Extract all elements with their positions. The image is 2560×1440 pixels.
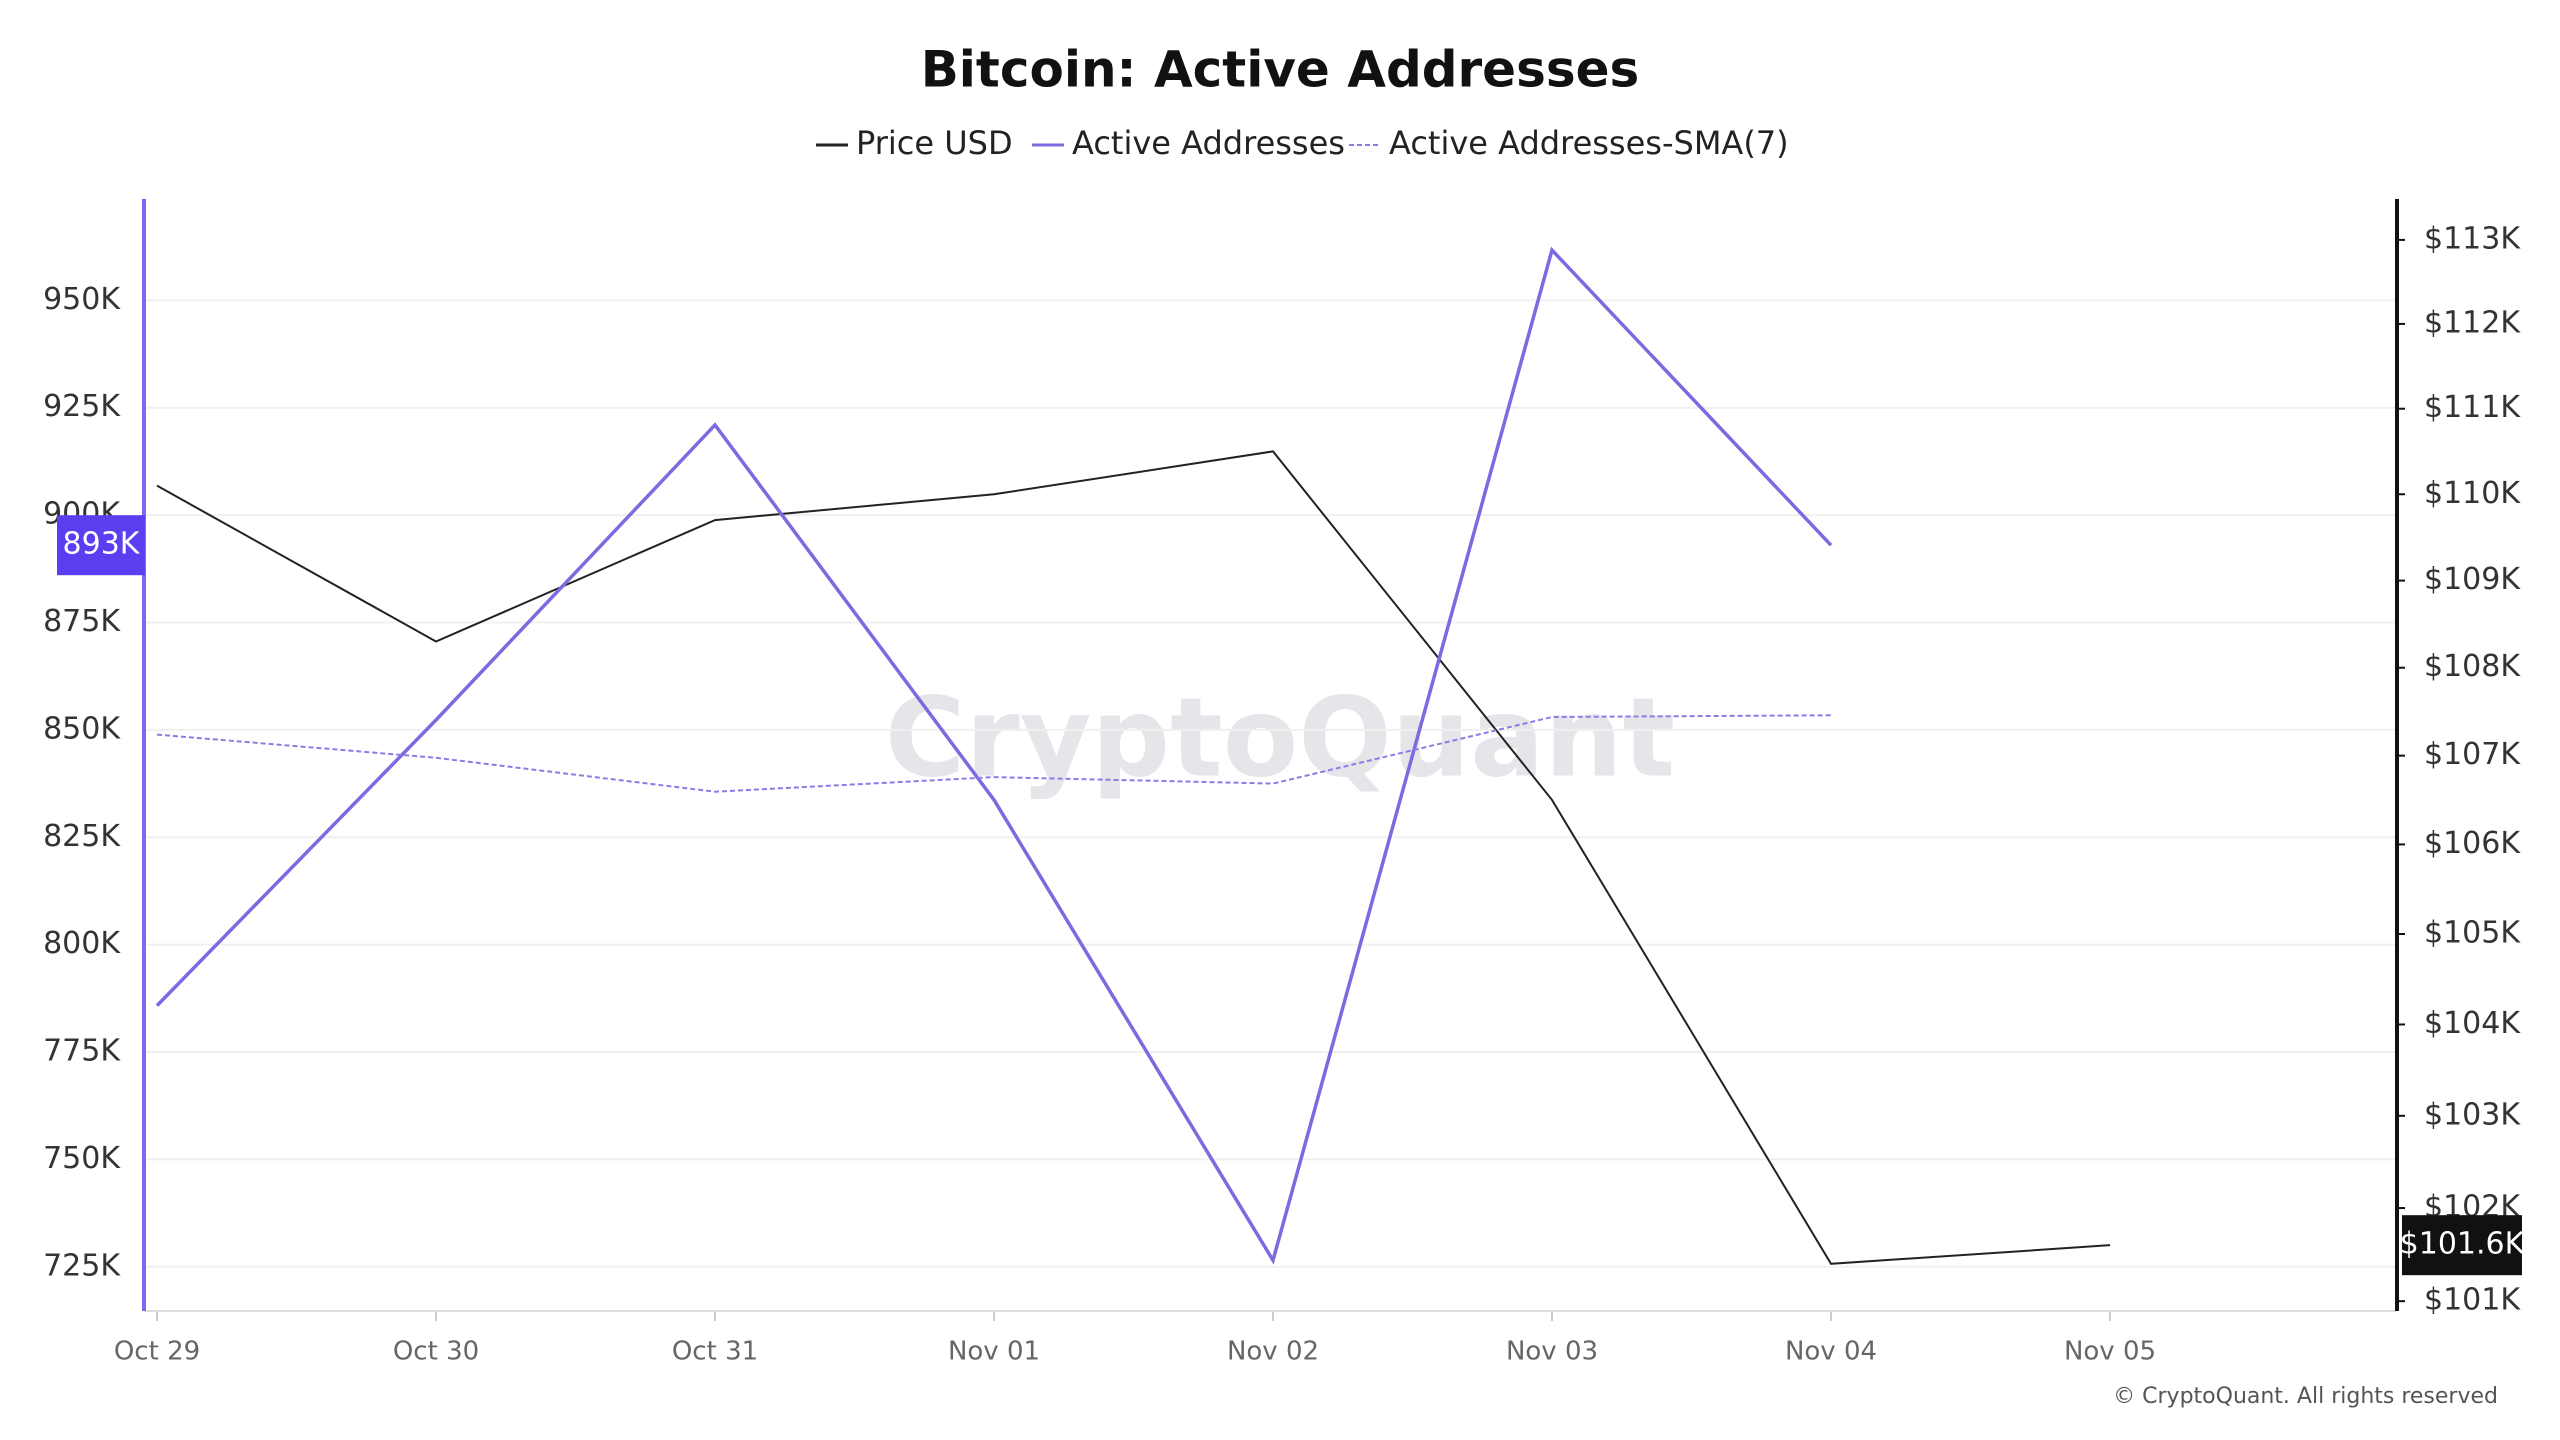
value-label-box: [2402, 1215, 2522, 1276]
legend-label: Active Addresses-SMA(7): [1389, 124, 1789, 162]
series-line: [156, 450, 2111, 1265]
y2-tick-label: $107K: [2424, 737, 2521, 772]
x-tick-label: Nov 03: [1506, 1337, 1598, 1367]
y2-tick-label: $104K: [2424, 1006, 2521, 1041]
x-tick-label: Nov 04: [1785, 1337, 1877, 1367]
y-tick-label: 725K: [43, 1248, 121, 1283]
y-tick-label: 950K: [43, 282, 121, 317]
series-line: [155, 246, 1833, 1265]
legend-label: Price USD: [856, 124, 1013, 162]
y2-tick-label: $108K: [2424, 649, 2521, 684]
x-tick-label: Nov 01: [948, 1337, 1040, 1367]
value-label-box: [57, 515, 145, 576]
y-tick-label: 800K: [43, 926, 121, 961]
y2-tick-label: $113K: [2424, 221, 2521, 256]
credit: © CryptoQuant. All rights reserved: [2113, 1384, 2498, 1409]
y2-tick-label: $103K: [2424, 1097, 2521, 1132]
y2-tick-label: $109K: [2424, 562, 2521, 597]
series-line: [156, 714, 1832, 793]
x-tick-label: Nov 02: [1227, 1337, 1319, 1367]
chart-title: Bitcoin: Active Addresses: [921, 41, 1640, 99]
value-label: 893K: [63, 527, 141, 562]
x-tick-label: Oct 29: [114, 1337, 200, 1367]
y-tick-label: 925K: [43, 389, 121, 424]
y-tick-label: 750K: [43, 1141, 121, 1176]
watermark: CryptoQuant: [885, 673, 1676, 801]
y-tick-label: 825K: [43, 819, 121, 854]
x-tick-label: Oct 31: [672, 1337, 758, 1367]
y-tick-label: 875K: [43, 604, 121, 639]
value-label: $101.6K: [2400, 1227, 2526, 1262]
y2-tick-label: $112K: [2424, 305, 2521, 340]
legend-label: Active Addresses: [1072, 124, 1345, 162]
y2-tick-label: $106K: [2424, 826, 2521, 861]
y2-tick-label: $105K: [2424, 916, 2521, 951]
y2-tick-label: $101K: [2424, 1283, 2521, 1318]
y2-tick-label: $110K: [2424, 476, 2521, 511]
y2-tick-label: $111K: [2424, 390, 2521, 425]
x-tick-label: Oct 30: [393, 1337, 479, 1367]
y-tick-label: 850K: [43, 711, 121, 746]
x-tick-label: Nov 05: [2064, 1337, 2156, 1367]
y-tick-label: 775K: [43, 1034, 121, 1069]
